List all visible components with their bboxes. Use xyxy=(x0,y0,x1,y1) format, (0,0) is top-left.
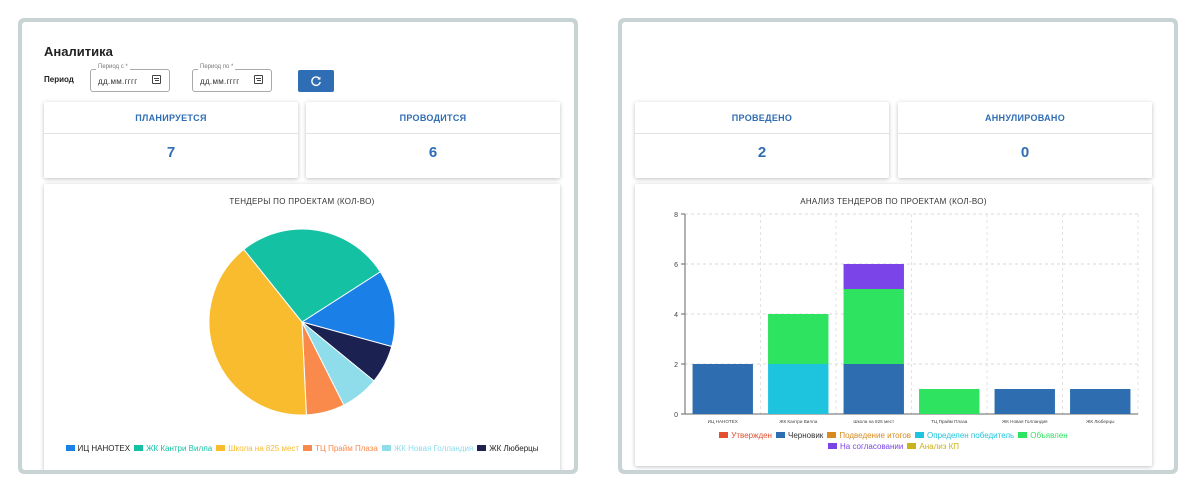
date-from-legend: Период с * xyxy=(96,64,130,70)
bar-legend-item[interactable]: Определен победитель xyxy=(915,430,1014,441)
pie-legend-swatch xyxy=(216,445,226,451)
bar-segment-школа-на-825-мест-на-согласовании[interactable] xyxy=(843,264,904,289)
stat-value-cancelled: 0 xyxy=(1020,144,1030,161)
x-tick-label: ЖК Люберцы xyxy=(1086,419,1114,424)
bar-legend-swatch xyxy=(907,443,917,449)
bar-legend-label: Утвержден xyxy=(731,431,772,440)
bar-legend-item[interactable]: На согласовании xyxy=(828,441,903,452)
page-title: Аналитика xyxy=(44,44,113,59)
bar-legend-item[interactable]: Объявлен xyxy=(1018,430,1068,441)
bar-segment-тц-прайм-плаза-объявлен[interactable] xyxy=(919,389,980,414)
pie-legend-swatch xyxy=(303,445,313,451)
bar-chart: 0 2 4 6 8 ИЦ НАНОТЕХ ЖК Кантри Вилла Школа на 8… xyxy=(674,212,1139,424)
bar-legend-swatch xyxy=(828,443,837,449)
bar-legend-label: Черновик xyxy=(787,431,824,440)
pie-legend-label: ЖК Кантри Вилла xyxy=(146,444,213,453)
bar-segment-жк-кантри-вилла-определен-победитель[interactable] xyxy=(768,364,829,414)
bar-legend-label: Подведение итогов xyxy=(839,431,912,440)
date-to-legend: Период по * xyxy=(198,64,236,70)
x-tick-label: ТЦ Прайм Плаза xyxy=(931,418,967,424)
pie-legend-label: ТЦ Прайм Плаза xyxy=(315,444,378,453)
date-to-field[interactable]: Период по * дд.мм.гггг xyxy=(192,64,272,92)
pie-legend-swatch xyxy=(477,445,487,451)
bar-legend-label: Объявлен xyxy=(1030,431,1068,440)
bar-segment-жк-кантри-вилла-объявлен[interactable] xyxy=(768,314,829,364)
bar-legend-swatch xyxy=(775,432,785,438)
bar-chart-title: АНАЛИЗ ТЕНДЕРОВ ПО ПРОЕКТАМ (КОЛ-ВО) xyxy=(800,197,987,206)
calendar-icon[interactable] xyxy=(152,75,161,84)
bar-legend: Утвержден Черновик Подведение итогов Опреде… xyxy=(635,430,1152,452)
stat-value-ongoing: 6 xyxy=(428,144,438,161)
x-tick-label: Школа на 825 мест xyxy=(853,419,895,424)
pie-legend-label: ЖК Люберцы xyxy=(489,444,539,453)
bar-segment-жк-люберцы-черновик[interactable] xyxy=(1070,389,1131,414)
pie-legend-item[interactable]: ЖК Кантри Вилла xyxy=(134,444,212,453)
stat-label-ongoing: ПРОВОДИТСЯ xyxy=(306,102,560,134)
y-tick-label: 6 xyxy=(674,262,678,269)
y-tick-label: 0 xyxy=(674,412,678,419)
date-from-value: дд.мм.гггг xyxy=(98,77,138,86)
stat-label-planned: ПЛАНИРУЕТСЯ xyxy=(44,102,298,134)
pie-chart-card: ТЕНДЕРЫ ПО ПРОЕКТАМ (КОЛ-ВО) ИЦ НАНОТЕХ Ж… xyxy=(44,184,560,470)
refresh-icon xyxy=(311,76,321,86)
pie-legend-label: ИЦ НАНОТЕХ xyxy=(77,444,131,453)
pie-slice-иц-нанотех[interactable] xyxy=(300,271,396,348)
x-tick-label: ЖК Кантри Вилла xyxy=(779,419,817,424)
x-tick-label: ЖК Новая Голландия xyxy=(1002,419,1048,424)
stat-value-planned: 7 xyxy=(166,144,176,161)
pie-legend-swatch xyxy=(381,445,391,451)
stat-label-cancelled: АННУЛИРОВАНО xyxy=(898,102,1152,134)
bar-legend-swatch xyxy=(719,432,729,438)
bar-legend-swatch xyxy=(915,432,925,438)
y-tick-label: 8 xyxy=(674,212,678,219)
pie-chart xyxy=(208,228,396,416)
pie-legend: ИЦ НАНОТЕХ ЖК Кантри Вилла Школа на 825 ме… xyxy=(44,444,560,453)
y-tick-label: 4 xyxy=(674,312,678,319)
bar-legend-item[interactable]: Утвержден xyxy=(719,430,772,441)
stat-card-cancelled: АННУЛИРОВАНО 0 xyxy=(898,102,1152,178)
pie-legend-item[interactable]: ИЦ НАНОТЕХ xyxy=(65,444,131,453)
bar-segment-школа-на-825-мест-черновик[interactable] xyxy=(843,364,904,414)
pie-legend-item[interactable]: ТЦ Прайм Плаза xyxy=(303,444,378,453)
bar-chart-card: АНАЛИЗ ТЕНДЕРОВ ПО ПРОЕКТАМ (КОЛ-ВО) 0 2 4… xyxy=(635,184,1152,466)
pie-slice-школа-на-825-мест[interactable] xyxy=(208,248,307,416)
bar-legend-label: На согласовании xyxy=(840,442,904,451)
pie-legend-item[interactable]: Школа на 825 мест xyxy=(216,444,299,453)
pie-legend-swatch xyxy=(65,445,75,451)
stat-value-done: 2 xyxy=(757,144,767,161)
calendar-icon[interactable] xyxy=(254,75,263,84)
date-to-value: дд.мм.гггг xyxy=(200,77,240,86)
stat-card-planned: ПЛАНИРУЕТСЯ 7 xyxy=(44,102,298,178)
right-panel-content: ПРОВЕДЕНО 2 АННУЛИРОВАНО 0 АНАЛИЗ ТЕНДЕР… xyxy=(622,22,1174,470)
left-panel-content: Аналитика Период Период с * дд.мм.гггг П… xyxy=(22,22,574,470)
pie-chart-title: ТЕНДЕРЫ ПО ПРОЕКТАМ (КОЛ-ВО) xyxy=(229,197,375,206)
pie-legend-item[interactable]: ЖК Новая Голландия xyxy=(381,444,474,453)
stat-card-ongoing: ПРОВОДИТСЯ 6 xyxy=(306,102,560,178)
pie-legend-label: ЖК Новая Голландия xyxy=(393,444,474,453)
y-tick-label: 2 xyxy=(674,362,678,369)
bar-legend-label: Анализ КП xyxy=(919,442,959,451)
period-label: Период xyxy=(44,75,74,84)
bar-legend-item[interactable]: Подведение итогов xyxy=(827,430,911,441)
bar-segment-жк-новая-голландия-черновик[interactable] xyxy=(994,389,1055,414)
bar-legend-swatch xyxy=(1018,432,1028,438)
bar-segment-иц-нанотех-черновик[interactable] xyxy=(692,364,753,414)
pie-slice-жк-кантри-вилла[interactable] xyxy=(243,228,381,323)
bar-legend-item[interactable]: Анализ КП xyxy=(907,441,959,452)
bar-segment-школа-на-825-мест-объявлен[interactable] xyxy=(843,289,904,364)
refresh-button[interactable] xyxy=(298,70,334,92)
bar-legend-item[interactable]: Черновик xyxy=(775,430,824,441)
left-panel: Аналитика Период Период с * дд.мм.гггг П… xyxy=(18,18,578,474)
right-panel: ПРОВЕДЕНО 2 АННУЛИРОВАНО 0 АНАЛИЗ ТЕНДЕР… xyxy=(618,18,1178,474)
date-from-field[interactable]: Период с * дд.мм.гггг xyxy=(90,64,170,92)
stat-label-done: ПРОВЕДЕНО xyxy=(635,102,889,134)
bar-legend-swatch xyxy=(827,432,837,438)
pie-legend-label: Школа на 825 мест xyxy=(228,444,300,453)
stat-card-done: ПРОВЕДЕНО 2 xyxy=(635,102,889,178)
pie-legend-item[interactable]: ЖК Люберцы xyxy=(477,444,539,453)
pie-legend-swatch xyxy=(134,445,144,451)
bar-legend-label: Определен победитель xyxy=(927,431,1015,440)
x-tick-label: ИЦ НАНОТЕХ xyxy=(708,419,738,424)
